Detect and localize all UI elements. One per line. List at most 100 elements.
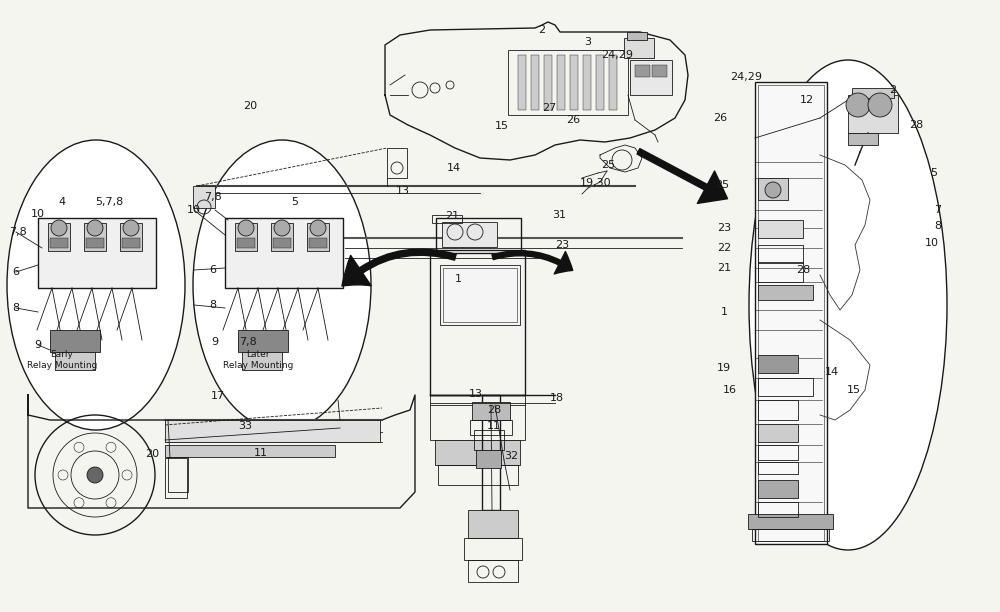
Bar xyxy=(758,480,798,498)
Bar xyxy=(193,186,215,208)
Text: 5,7,8: 5,7,8 xyxy=(95,197,123,207)
Bar xyxy=(635,65,650,77)
Text: 26: 26 xyxy=(566,115,580,125)
Text: 20: 20 xyxy=(243,101,257,111)
Bar xyxy=(430,395,525,440)
Circle shape xyxy=(87,467,103,483)
Text: 10: 10 xyxy=(187,205,201,215)
Bar xyxy=(440,265,520,325)
Bar xyxy=(531,55,539,110)
Text: 9: 9 xyxy=(34,340,42,350)
Text: 2: 2 xyxy=(538,25,546,35)
Text: 4: 4 xyxy=(58,197,66,207)
Bar xyxy=(758,445,798,460)
Bar xyxy=(583,55,591,110)
Bar xyxy=(238,330,288,352)
Bar xyxy=(225,218,343,288)
Text: 21: 21 xyxy=(445,211,459,221)
Bar xyxy=(165,420,380,442)
Bar xyxy=(235,223,257,251)
Bar xyxy=(630,60,672,95)
Text: 3: 3 xyxy=(584,37,592,47)
Circle shape xyxy=(87,220,103,236)
Text: 17: 17 xyxy=(211,391,225,401)
Bar xyxy=(848,95,898,133)
Bar xyxy=(758,220,803,238)
Text: 20: 20 xyxy=(145,449,159,459)
Bar xyxy=(38,218,156,288)
Text: 6: 6 xyxy=(12,267,20,277)
Circle shape xyxy=(123,220,139,236)
Bar xyxy=(468,560,518,582)
Bar xyxy=(48,223,70,251)
Bar xyxy=(758,424,798,442)
Text: 7: 7 xyxy=(934,205,942,215)
Text: 6: 6 xyxy=(210,265,216,275)
Text: 26: 26 xyxy=(713,113,727,123)
Bar xyxy=(307,223,329,251)
Text: 14: 14 xyxy=(825,367,839,377)
Bar xyxy=(758,245,803,263)
Text: 21: 21 xyxy=(717,263,731,273)
Bar xyxy=(470,420,512,435)
Bar xyxy=(596,55,604,110)
Text: 16: 16 xyxy=(723,385,737,395)
Text: 10: 10 xyxy=(31,209,45,219)
Text: 9: 9 xyxy=(211,337,219,347)
Bar xyxy=(443,268,517,322)
Bar xyxy=(237,238,255,248)
Ellipse shape xyxy=(7,140,185,430)
Bar xyxy=(752,529,829,541)
Text: 18: 18 xyxy=(550,393,564,403)
Bar xyxy=(430,250,525,395)
Bar xyxy=(165,445,335,457)
Bar xyxy=(758,355,798,373)
Text: 1: 1 xyxy=(720,307,728,317)
Bar xyxy=(120,223,142,251)
Text: 19: 19 xyxy=(717,363,731,373)
Text: 27: 27 xyxy=(542,103,556,113)
Text: 10: 10 xyxy=(925,238,939,248)
Bar xyxy=(474,430,504,450)
Text: 13: 13 xyxy=(469,389,483,399)
Bar xyxy=(758,85,824,541)
Text: 24,29: 24,29 xyxy=(730,72,762,82)
Bar xyxy=(50,238,68,248)
Bar xyxy=(609,55,617,110)
Text: 8: 8 xyxy=(12,303,20,313)
Bar xyxy=(165,458,187,498)
Bar xyxy=(758,285,813,300)
Bar xyxy=(508,50,628,115)
Bar xyxy=(122,238,140,248)
Circle shape xyxy=(274,220,290,236)
Circle shape xyxy=(846,93,870,117)
Text: 5: 5 xyxy=(930,168,938,178)
Bar xyxy=(758,502,798,517)
Bar xyxy=(442,222,497,247)
Bar xyxy=(50,330,100,352)
Circle shape xyxy=(310,220,326,236)
Bar xyxy=(84,223,106,251)
Text: 7,8: 7,8 xyxy=(204,192,222,202)
Text: 31: 31 xyxy=(552,210,566,220)
Bar xyxy=(748,514,833,529)
Text: 25: 25 xyxy=(715,180,729,190)
Bar xyxy=(758,462,798,474)
Text: 1: 1 xyxy=(454,274,462,284)
Bar xyxy=(557,55,565,110)
Text: 7,8: 7,8 xyxy=(239,337,257,347)
Bar xyxy=(758,400,798,420)
Bar xyxy=(309,238,327,248)
Text: 28: 28 xyxy=(487,405,501,415)
Bar xyxy=(242,352,282,370)
Bar xyxy=(468,510,518,538)
Circle shape xyxy=(51,220,67,236)
Text: Early
Relay Mounting: Early Relay Mounting xyxy=(27,350,97,370)
Text: 2: 2 xyxy=(889,85,897,95)
Bar xyxy=(758,378,813,396)
Text: 28: 28 xyxy=(796,265,810,275)
Text: 15: 15 xyxy=(847,385,861,395)
Text: Later
Relay Mounting: Later Relay Mounting xyxy=(223,350,293,370)
Bar xyxy=(387,148,407,178)
Bar xyxy=(482,395,500,510)
